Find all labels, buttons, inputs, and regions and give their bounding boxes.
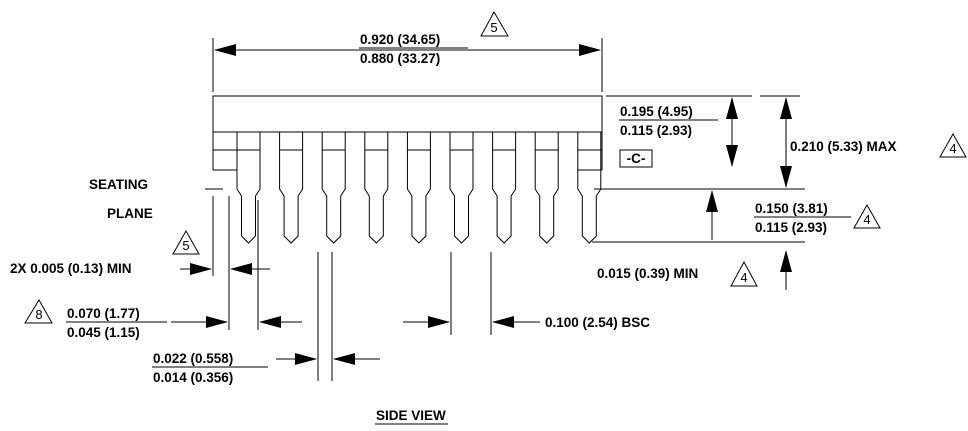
lead-pin: [577, 132, 602, 244]
overall-length-max: 0.920 (34.65): [360, 32, 440, 47]
body-height-max: 0.195 (4.95): [620, 104, 693, 119]
seating-plane-line2: PLANE: [107, 206, 153, 221]
total-height-dimension: 0.210 (5.33) MAX 4: [594, 95, 967, 190]
end-gap-text: 2X 0.005 (0.13) MIN: [10, 261, 132, 276]
lead-length-note: 4: [863, 212, 870, 227]
note-triangle-icon: [939, 132, 967, 158]
lead-length-min: 0.115 (2.93): [755, 220, 827, 235]
leads-group: [236, 132, 602, 244]
note-triangle-icon: [172, 229, 200, 255]
note-triangle-icon: [480, 10, 509, 37]
end-gap-note: 5: [182, 238, 189, 253]
seating-plane-line1: SEATING: [89, 177, 148, 192]
view-title: SIDE VIEW: [375, 408, 448, 425]
lead-width-dimension: 0.022 (0.558) 0.014 (0.356): [152, 252, 380, 385]
lead-pin: [534, 132, 559, 244]
pitch-text: 0.100 (2.54) BSC: [545, 315, 650, 330]
lead-pin: [364, 132, 389, 244]
overall-length-min: 0.880 (33.27): [360, 51, 440, 66]
lead-pin: [492, 132, 517, 244]
lead-length-dimension: 0.150 (3.81) 0.115 (2.93) 4: [592, 190, 881, 243]
overall-length-dimension: 0.920 (34.65) 0.880 (33.27) 5: [212, 10, 603, 92]
seating-plane-label: SEATING PLANE: [89, 177, 223, 221]
standoff-note: 4: [740, 270, 747, 285]
standoff-dimension: 0.015 (0.39) MIN 4: [597, 250, 792, 290]
overall-length-note: 5: [490, 20, 497, 35]
standoff-text: 0.015 (0.39) MIN: [597, 266, 698, 281]
lead-length-max: 0.150 (3.81): [755, 201, 828, 216]
shoulder-width-min: 0.045 (1.15): [67, 325, 140, 340]
note-triangle-icon: [24, 299, 53, 324]
body-height-min: 0.115 (2.93): [620, 123, 692, 138]
shoulder-width-max: 0.070 (1.77): [67, 306, 140, 321]
lead-pin: [406, 132, 431, 244]
lead-pin: [321, 132, 346, 244]
body-height-dimension: 0.195 (4.95) 0.115 (2.93) -C-: [606, 95, 752, 168]
total-height-note: 4: [949, 141, 956, 156]
pitch-dimension: 0.100 (2.54) BSC: [403, 252, 650, 335]
lead-pin: [449, 132, 474, 244]
datum-c: -C-: [627, 151, 646, 166]
lead-width-min: 0.014 (0.356): [153, 370, 233, 385]
shoulder-width-note: 8: [35, 307, 42, 322]
shoulder-width-dimension: 8 0.070 (1.77) 0.045 (1.15): [24, 200, 302, 340]
lead-pin: [236, 132, 261, 244]
lead-width-max: 0.022 (0.558): [153, 351, 233, 366]
end-gap-dimension: 2X 0.005 (0.13) MIN 5: [10, 196, 270, 276]
side-view-title: SIDE VIEW: [376, 408, 446, 423]
total-height-text: 0.210 (5.33) MAX: [790, 139, 897, 154]
note-triangle-icon: [730, 260, 758, 287]
note-triangle-icon: [853, 203, 881, 229]
lead-pin: [279, 132, 304, 244]
